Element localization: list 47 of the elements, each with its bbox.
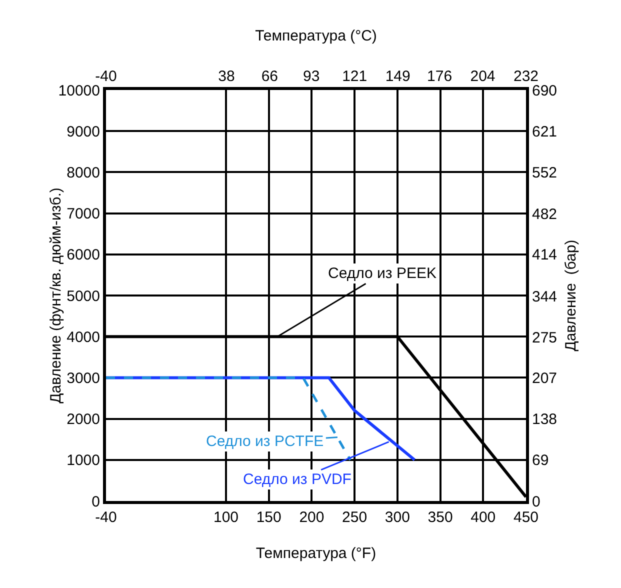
annotation: Седло из PVDF [243,471,352,488]
x2-tick-label: 121 [342,68,368,85]
annotation: Седло из PEEK [328,265,436,282]
y-tick-label: 5000 [66,288,100,305]
y-tick-label: 0 [92,493,100,510]
x2-tick-label: 93 [303,68,320,85]
x2-tick-label: 66 [261,68,278,85]
y-tick-label: 6000 [66,246,100,264]
x-tick-label: 350 [428,509,453,526]
x2-tick-label: -40 [95,68,117,85]
y2-tick-label: 138 [532,411,558,428]
y-tick-label: 2000 [66,411,100,428]
y2-tick-label: 69 [532,452,549,470]
x-tick-label: 200 [299,509,324,526]
y-tick-label: 1000 [66,452,100,470]
y-tick-label: 7000 [66,206,100,223]
x-tick-label: 400 [470,509,496,526]
y2-axis-title: Давление (бар) [562,240,580,352]
y2-tick-label: 552 [532,164,558,182]
x2-tick-label: 38 [218,68,235,85]
x-axis-title: Температура (°F) [256,545,376,562]
x2-tick-label: 232 [513,68,539,85]
y-tick-label: 3000 [66,370,100,387]
y-tick-label: 10000 [58,82,100,100]
x-tick-label: 150 [256,509,282,526]
y-tick-label: 8000 [66,164,100,182]
x-tick-label: 250 [342,509,368,526]
x-tick-label: 450 [513,509,539,526]
x2-tick-label: 204 [470,68,496,85]
x-tick-label: -40 [95,509,117,526]
y2-tick-label: 482 [532,206,558,224]
y2-tick-label: 621 [532,123,558,140]
x2-axis-title: Температура (°C) [255,28,377,44]
x2-tick-label: 176 [427,68,452,85]
x-tick-label: 100 [213,509,239,526]
y2-tick-label: 414 [532,246,558,264]
y-tick-label: 9000 [66,123,100,140]
y2-tick-label: 207 [532,370,558,387]
annotation: Седло из PCTFE [206,433,324,450]
y2-tick-label: 690 [532,82,558,100]
y-tick-label: 4000 [66,328,100,346]
y2-tick-label: 0 [532,493,540,510]
y-axis-title: Давление (фунт/кв. дюйм-изб.) [48,188,65,404]
x2-tick-label: 149 [385,68,410,85]
y2-tick-label: 275 [532,329,558,346]
x-tick-label: 300 [384,509,410,526]
y2-tick-label: 344 [532,288,558,306]
